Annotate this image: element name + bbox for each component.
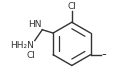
Text: -: - [101, 48, 106, 61]
Text: HN: HN [28, 20, 42, 29]
Text: Cl: Cl [26, 51, 35, 60]
Text: HH₂N: HH₂N [10, 41, 34, 50]
Text: Cl: Cl [67, 2, 76, 11]
